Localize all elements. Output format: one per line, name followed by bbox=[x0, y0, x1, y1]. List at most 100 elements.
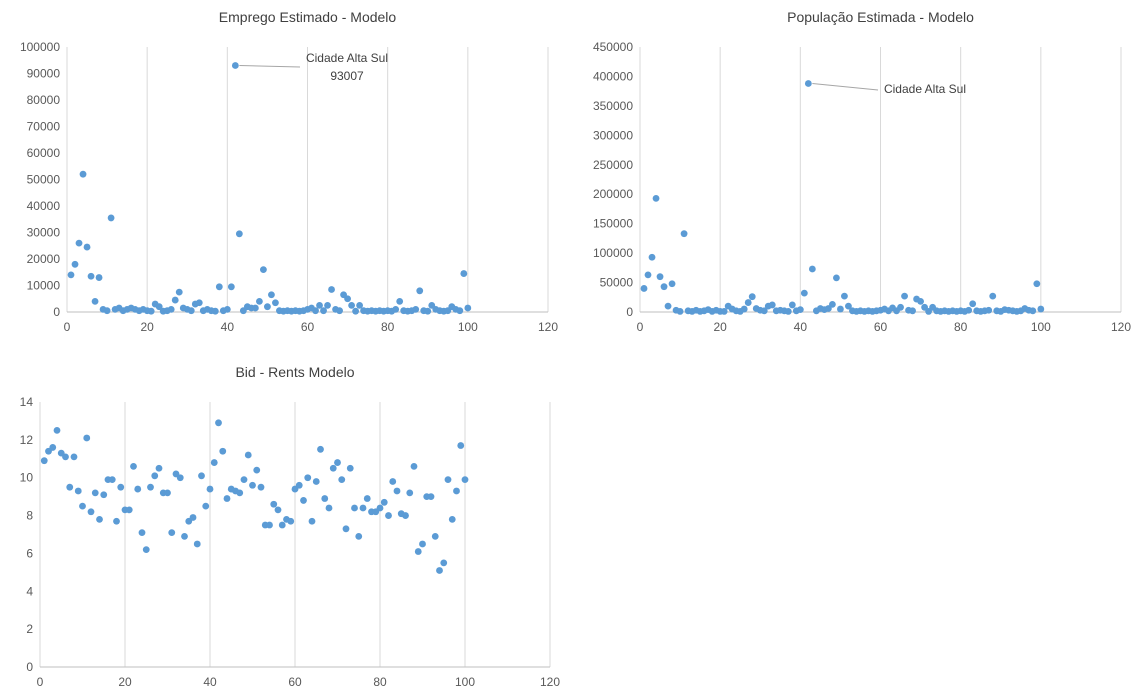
data-point bbox=[66, 483, 74, 491]
y-tick-label: 12 bbox=[20, 433, 34, 447]
data-point bbox=[151, 472, 159, 480]
x-tick-label: 0 bbox=[64, 320, 71, 334]
x-tick-label: 20 bbox=[118, 675, 132, 689]
chart-title: Emprego Estimado - Modelo bbox=[219, 9, 397, 25]
data-point bbox=[287, 517, 295, 525]
data-point bbox=[396, 298, 404, 305]
data-point bbox=[231, 62, 239, 69]
data-point bbox=[134, 485, 142, 493]
y-tick-label: 350000 bbox=[593, 99, 633, 113]
data-point bbox=[74, 487, 82, 495]
data-point bbox=[95, 274, 103, 281]
x-tick-label: 100 bbox=[458, 320, 478, 334]
data-point bbox=[376, 504, 384, 512]
y-tick-label: 20000 bbox=[27, 252, 61, 266]
x-tick-label: 0 bbox=[37, 675, 44, 689]
data-point bbox=[414, 548, 422, 555]
y-tick-label: 8 bbox=[26, 509, 33, 523]
data-point bbox=[195, 299, 203, 307]
x-tick-label: 120 bbox=[538, 320, 558, 334]
data-point bbox=[788, 301, 796, 309]
y-tick-label: 10000 bbox=[27, 279, 61, 293]
data-point bbox=[444, 476, 452, 484]
chart-title: Bid - Rents Modelo bbox=[235, 364, 354, 380]
data-point bbox=[198, 472, 205, 480]
data-point bbox=[91, 298, 99, 305]
data-point bbox=[768, 301, 776, 309]
data-point bbox=[206, 485, 214, 493]
data-point bbox=[147, 307, 155, 315]
data-point bbox=[155, 303, 163, 311]
data-point bbox=[210, 459, 218, 466]
data-point bbox=[249, 481, 256, 489]
data-point bbox=[223, 305, 231, 313]
y-tick-label: 0 bbox=[26, 660, 33, 674]
data-point bbox=[644, 271, 652, 279]
data-point bbox=[304, 474, 312, 482]
chart-title: População Estimada - Modelo bbox=[787, 9, 974, 25]
populacao-chart: População Estimada - Modelo 0 50000 100000 1… bbox=[593, 9, 1131, 334]
x-tick-label: 80 bbox=[373, 675, 387, 689]
y-tick-label: 4 bbox=[26, 584, 33, 598]
data-point bbox=[352, 307, 359, 315]
data-point bbox=[147, 483, 154, 491]
data-point bbox=[676, 308, 684, 315]
data-point bbox=[748, 293, 756, 301]
data-point bbox=[155, 464, 163, 472]
data-point bbox=[274, 506, 282, 514]
data-point bbox=[829, 300, 836, 308]
bid-rents-chart: Bid - Rents Modelo 0 2 4 6 8 10 12 14 0 20 40 60 80 10… bbox=[20, 364, 561, 689]
y-tick-label: 6 bbox=[26, 546, 33, 560]
x-tick-label: 80 bbox=[381, 320, 395, 334]
data-point bbox=[278, 521, 286, 529]
x-tick-label: 20 bbox=[713, 320, 727, 334]
annotation-label: Cidade Alta Sul bbox=[306, 51, 388, 65]
y-tick-label: 10 bbox=[20, 471, 34, 485]
data-point bbox=[168, 529, 176, 537]
data-point bbox=[897, 303, 904, 311]
data-point bbox=[316, 301, 323, 309]
data-point bbox=[308, 517, 316, 525]
data-point bbox=[215, 283, 223, 291]
data-point bbox=[91, 489, 99, 497]
data-point bbox=[215, 419, 222, 427]
y-tick-label: 14 bbox=[20, 395, 34, 409]
data-point bbox=[67, 271, 75, 279]
emprego-chart: Emprego Estimado - Modelo 0 10000 20000 3000… bbox=[20, 9, 558, 334]
data-point bbox=[108, 476, 116, 484]
data-point bbox=[989, 292, 997, 300]
data-point bbox=[784, 308, 792, 315]
data-point bbox=[453, 487, 460, 495]
x-tick-label: 60 bbox=[288, 675, 302, 689]
data-point bbox=[837, 305, 844, 313]
data-point bbox=[427, 493, 435, 501]
y-tick-label: 200000 bbox=[593, 187, 633, 201]
data-point bbox=[100, 491, 108, 499]
data-point bbox=[392, 305, 400, 313]
data-point bbox=[965, 306, 973, 314]
data-point bbox=[464, 304, 472, 312]
data-point bbox=[270, 500, 278, 508]
data-point bbox=[71, 260, 79, 268]
data-point bbox=[800, 289, 808, 297]
data-point bbox=[227, 283, 235, 291]
data-point bbox=[142, 546, 150, 554]
data-point bbox=[219, 447, 227, 455]
data-point bbox=[1033, 280, 1041, 288]
x-tick-label: 0 bbox=[637, 320, 644, 334]
data-point bbox=[256, 298, 263, 305]
data-point bbox=[130, 462, 137, 470]
data-point bbox=[79, 502, 86, 510]
data-point bbox=[83, 434, 91, 442]
y-tick-label: 60000 bbox=[27, 146, 61, 160]
y-tick-label: 400000 bbox=[593, 69, 633, 83]
data-point bbox=[40, 457, 48, 465]
data-point bbox=[648, 253, 656, 261]
annotation-leader-line bbox=[812, 83, 879, 91]
data-point bbox=[720, 308, 728, 315]
data-point bbox=[389, 478, 397, 485]
x-tick-label: 60 bbox=[301, 320, 315, 334]
data-point bbox=[312, 478, 320, 485]
data-point bbox=[660, 283, 668, 291]
data-point bbox=[189, 514, 197, 521]
